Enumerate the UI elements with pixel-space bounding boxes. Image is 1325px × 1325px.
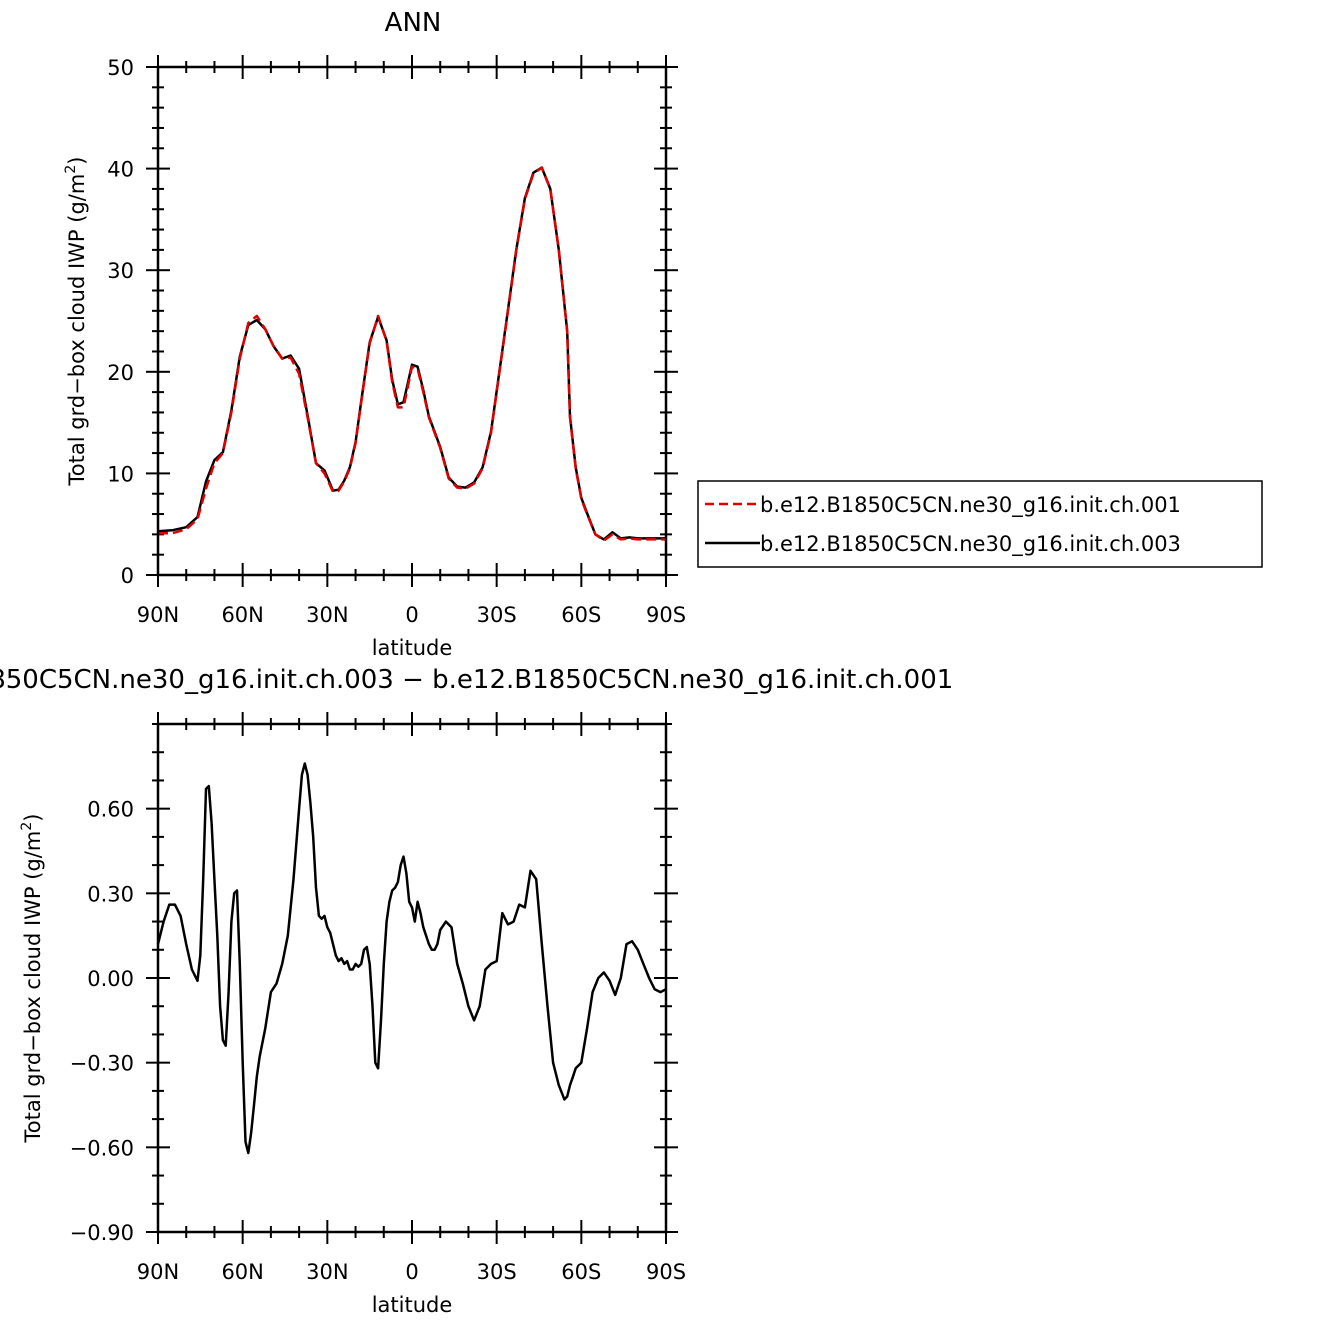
bottom-y-tick-labels: −0.90 −0.60 −0.30 0.00 0.30 0.60 (70, 798, 134, 1245)
bottom-ytick-label: −0.90 (70, 1221, 134, 1245)
bottom-xtick-label: 30S (477, 1260, 517, 1284)
top-xtick-label: 60N (221, 603, 263, 627)
top-xtick-label: 30S (477, 603, 517, 627)
bottom-y-axis-label: Total grd−box cloud IWP (g/m2) (19, 814, 45, 1144)
top-ticks (146, 55, 678, 587)
legend-label-ch001: b.e12.B1850C5CN.ne30_g16.init.ch.001 (760, 493, 1181, 518)
top-series (157, 166, 666, 542)
top-xtick-label: 90S (646, 603, 686, 627)
top-panel: ANN 90N 60N 30N 0 30S 60S 90S 0 10 20 30 40 50 lati… (63, 8, 686, 660)
top-ytick-label: 30 (107, 259, 134, 283)
bottom-xtick-label: 90N (137, 1260, 179, 1284)
bottom-x-tick-labels: 90N 60N 30N 0 30S 60S 90S (137, 1260, 686, 1284)
bottom-y-axis-label-sup: 2 (19, 822, 35, 831)
legend: b.e12.B1850C5CN.ne30_g16.init.ch.001 b.e… (697, 480, 1263, 568)
legend-label-ch003: b.e12.B1850C5CN.ne30_g16.init.ch.003 (760, 532, 1181, 557)
top-x-tick-labels: 90N 60N 30N 0 30S 60S 90S (137, 603, 686, 627)
top-ytick-label: 20 (107, 361, 134, 385)
bottom-plot-frame (156, 722, 668, 1234)
top-y-tick-labels: 0 10 20 30 40 50 (107, 56, 134, 588)
top-chart-title: ANN (385, 8, 442, 38)
bottom-ytick-label: −0.60 (70, 1136, 134, 1160)
top-series-line-0 (158, 166, 666, 542)
top-series-line-1 (157, 166, 666, 541)
top-y-axis-label-main: Total grd−box cloud IWP (g/m (65, 174, 89, 487)
bottom-y-axis-label-close: ) (21, 814, 45, 822)
bottom-series (156, 762, 667, 1155)
top-y-axis-label: Total grd−box cloud IWP (g/m2) (63, 157, 89, 487)
bottom-chart-title: b.e12.B1850C5CN.ne30_g16.init.ch.003 − b… (0, 665, 953, 695)
bottom-series-line-0 (156, 762, 667, 1155)
top-plot-frame (156, 65, 668, 577)
bottom-panel: b.e12.B1850C5CN.ne30_g16.init.ch.003 − b… (0, 665, 953, 1317)
bottom-ytick-label: 0.30 (87, 882, 134, 906)
top-xtick-label: 90N (137, 603, 179, 627)
top-y-axis-label-sup: 2 (63, 165, 79, 174)
bottom-ticks (146, 712, 678, 1244)
top-ytick-label: 0 (121, 564, 134, 588)
bottom-y-axis-label-main: Total grd−box cloud IWP (g/m (21, 831, 45, 1144)
top-xtick-label: 0 (405, 603, 418, 627)
legend-box (697, 480, 1263, 568)
top-xtick-label: 60S (561, 603, 601, 627)
bottom-ytick-label: 0.60 (87, 798, 134, 822)
bottom-xtick-label: 90S (646, 1260, 686, 1284)
top-ytick-label: 40 (107, 158, 134, 182)
top-x-axis-label: latitude (372, 636, 453, 660)
bottom-ytick-label: 0.00 (87, 967, 134, 991)
top-ytick-label: 50 (107, 56, 134, 80)
top-y-axis-label-close: ) (65, 157, 89, 165)
bottom-ytick-label: −0.30 (70, 1052, 134, 1076)
bottom-xtick-label: 30N (306, 1260, 348, 1284)
top-xtick-label: 30N (306, 603, 348, 627)
bottom-x-axis-label: latitude (372, 1293, 453, 1317)
bottom-xtick-label: 0 (405, 1260, 418, 1284)
bottom-xtick-label: 60N (221, 1260, 263, 1284)
top-ytick-label: 10 (107, 462, 134, 486)
bottom-xtick-label: 60S (561, 1260, 601, 1284)
